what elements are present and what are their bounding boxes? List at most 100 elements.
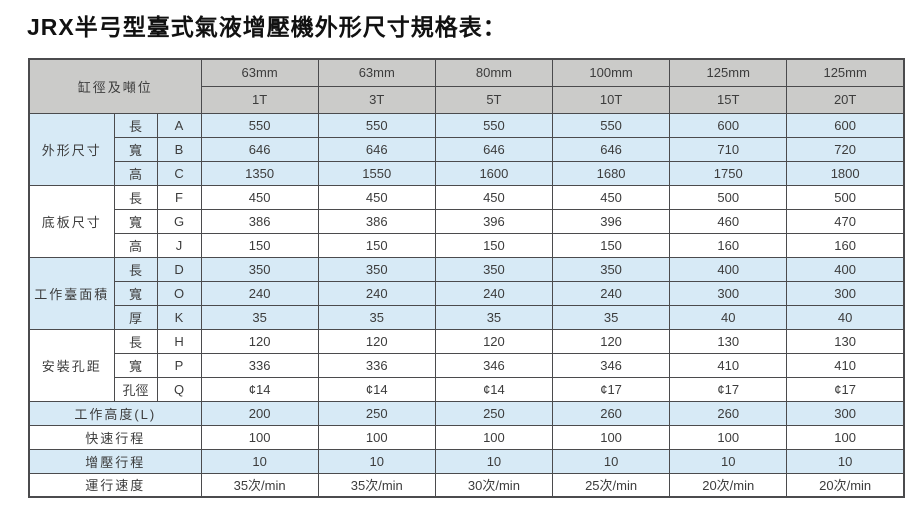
code-label: H bbox=[156, 328, 202, 354]
summary-value-cell: 100 bbox=[317, 424, 436, 450]
value-cell: 450 bbox=[317, 184, 436, 210]
code-label: F bbox=[156, 184, 202, 210]
value-cell: 720 bbox=[786, 136, 905, 162]
value-cell: 120 bbox=[200, 328, 319, 354]
dim-label: 長 bbox=[113, 328, 158, 354]
summary-value-cell: 20次/min bbox=[786, 472, 905, 498]
spec-table: 缸徑及噸位 63mm 63mm 80mm 100mm 125mm 125mm 1T 3T 5T 10… bbox=[28, 58, 905, 498]
summary-value-cell: 25次/min bbox=[551, 472, 671, 498]
value-cell: 35 bbox=[551, 304, 671, 330]
value-cell: ¢14 bbox=[434, 376, 554, 402]
value-cell: 346 bbox=[551, 352, 671, 378]
table-row: 厚 K 35 35 35 35 40 40 bbox=[29, 304, 905, 330]
value-cell: 646 bbox=[434, 136, 554, 162]
group-label: 安裝孔距 bbox=[28, 328, 115, 402]
value-cell: 350 bbox=[317, 256, 436, 282]
group-label: 底板尺寸 bbox=[28, 184, 115, 258]
summary-value-cell: 35次/min bbox=[200, 472, 319, 498]
value-cell: 1800 bbox=[786, 160, 905, 186]
tonnage-header: 1T bbox=[200, 85, 319, 114]
value-cell: 350 bbox=[434, 256, 554, 282]
dim-label: 寬 bbox=[113, 352, 158, 378]
value-cell: 120 bbox=[434, 328, 554, 354]
summary-row: 增壓行程 10 10 10 10 10 10 bbox=[28, 448, 905, 474]
value-cell: 350 bbox=[200, 256, 319, 282]
value-cell: 35 bbox=[317, 304, 436, 330]
dim-label: 長 bbox=[113, 112, 158, 138]
summary-value-cell: 10 bbox=[434, 448, 554, 474]
value-cell: 300 bbox=[669, 280, 788, 306]
value-cell: 35 bbox=[200, 304, 319, 330]
tonnage-header: 5T bbox=[434, 85, 554, 114]
value-cell: 646 bbox=[317, 136, 436, 162]
dim-label: 寬 bbox=[113, 208, 158, 234]
value-cell: 1350 bbox=[200, 160, 319, 186]
dim-label: 寬 bbox=[113, 280, 158, 306]
bore-header: 80mm bbox=[434, 58, 554, 87]
summary-value-cell: 10 bbox=[786, 448, 905, 474]
dim-label: 寬 bbox=[113, 136, 158, 162]
value-cell: 550 bbox=[434, 112, 554, 138]
table-row: 外形尺寸長 A 550 550 550 550 600 600 bbox=[28, 112, 905, 186]
value-cell: 500 bbox=[786, 184, 905, 210]
code-label: J bbox=[156, 232, 202, 258]
summary-value-cell: 10 bbox=[551, 448, 671, 474]
value-cell: 35 bbox=[434, 304, 554, 330]
summary-value-cell: 10 bbox=[669, 448, 788, 474]
summary-label: 運行速度 bbox=[28, 472, 202, 498]
value-cell: 450 bbox=[551, 184, 671, 210]
value-cell: 550 bbox=[317, 112, 436, 138]
value-cell: 1680 bbox=[551, 160, 671, 186]
value-cell: 1750 bbox=[669, 160, 788, 186]
table-row: 底板尺寸長 F 450 450 450 450 500 500 bbox=[28, 184, 905, 258]
value-cell: 130 bbox=[786, 328, 905, 354]
table-row: 安裝孔距長 H 120 120 120 120 130 130 bbox=[28, 328, 905, 402]
dim-label: 高 bbox=[113, 232, 158, 258]
value-cell: 150 bbox=[434, 232, 554, 258]
value-cell: 300 bbox=[786, 280, 905, 306]
tonnage-header: 10T bbox=[551, 85, 671, 114]
value-cell: 646 bbox=[200, 136, 319, 162]
value-cell: 470 bbox=[786, 208, 905, 234]
summary-value-cell: 250 bbox=[317, 400, 436, 426]
table-row: 寬 B 646 646 646 646 710 720 bbox=[29, 136, 905, 162]
summary-value-cell: 100 bbox=[551, 424, 671, 450]
bore-header: 63mm bbox=[200, 58, 319, 87]
summary-value-cell: 30次/min bbox=[434, 472, 554, 498]
value-cell: 410 bbox=[786, 352, 905, 378]
code-label: A bbox=[156, 112, 202, 138]
summary-label: 工作高度(L) bbox=[28, 400, 202, 426]
group-label: 外形尺寸 bbox=[28, 112, 115, 186]
summary-value-cell: 250 bbox=[434, 400, 554, 426]
value-cell: 150 bbox=[317, 232, 436, 258]
bore-header: 100mm bbox=[551, 58, 671, 87]
code-label: K bbox=[156, 304, 202, 330]
tonnage-header: 20T bbox=[786, 85, 905, 114]
code-label: B bbox=[156, 136, 202, 162]
value-cell: 600 bbox=[669, 112, 788, 138]
dim-label: 厚 bbox=[113, 304, 158, 330]
bore-header: 125mm bbox=[786, 58, 905, 87]
tonnage-header: 15T bbox=[669, 85, 788, 114]
summary-label: 增壓行程 bbox=[28, 448, 202, 474]
summary-row: 運行速度 35次/min 35次/min 30次/min 25次/min 20次/min 2… bbox=[28, 472, 905, 498]
value-cell: 450 bbox=[200, 184, 319, 210]
value-cell: 336 bbox=[200, 352, 319, 378]
value-cell: ¢14 bbox=[317, 376, 436, 402]
summary-value-cell: 100 bbox=[200, 424, 319, 450]
value-cell: 346 bbox=[434, 352, 554, 378]
table-row: 孔徑 Q ¢14 ¢14 ¢14 ¢17 ¢17 ¢17 bbox=[29, 376, 905, 402]
group-label: 工作臺面積 bbox=[28, 256, 115, 330]
value-cell: 150 bbox=[551, 232, 671, 258]
value-cell: 646 bbox=[551, 136, 671, 162]
table-row: 高 J 150 150 150 150 160 160 bbox=[29, 232, 905, 258]
summary-value-cell: 10 bbox=[200, 448, 319, 474]
value-cell: 160 bbox=[669, 232, 788, 258]
code-label: D bbox=[156, 256, 202, 282]
dim-label: 高 bbox=[113, 160, 158, 186]
value-cell: 450 bbox=[434, 184, 554, 210]
dim-label: 孔徑 bbox=[113, 376, 158, 402]
page-title: JRX半弓型臺式氣液增壓機外形尺寸規格表： bbox=[27, 14, 507, 40]
summary-value-cell: 100 bbox=[786, 424, 905, 450]
